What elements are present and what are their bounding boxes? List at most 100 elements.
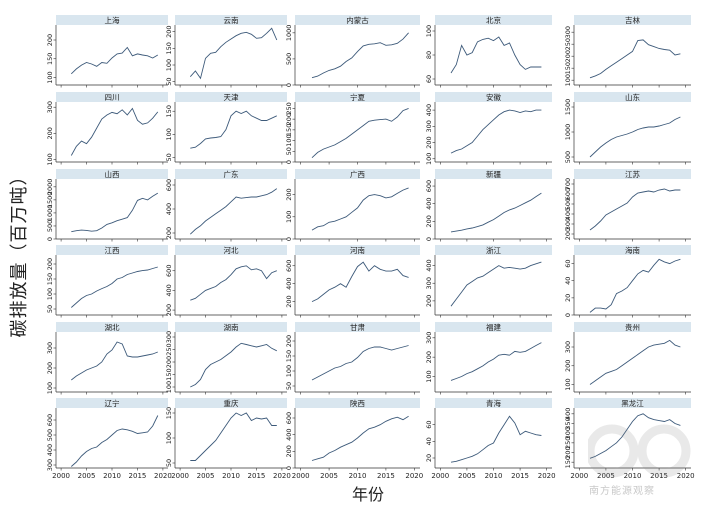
y-tick-label: 600 — [285, 412, 293, 424]
y-tick-label: 400 — [165, 284, 173, 296]
y-tick-label: 200 — [46, 258, 54, 270]
y-tick-label: 150 — [46, 273, 54, 285]
y-tick-label: 200 — [425, 295, 433, 307]
panel-海南: 海南 0 20 40 60 — [564, 245, 691, 318]
panel-title: 新疆 — [486, 169, 501, 179]
series-line — [450, 36, 542, 74]
y-tick-label: 150 — [165, 42, 173, 54]
series-line — [589, 39, 681, 79]
panel-header — [574, 92, 691, 102]
series-line — [450, 261, 542, 307]
y-tick-label: 350 — [564, 417, 572, 429]
series-line — [311, 187, 409, 231]
y-tick-label: 100 — [564, 74, 572, 86]
panel-title: 黑龙江 — [621, 398, 644, 408]
series-line — [190, 265, 277, 301]
panel-title: 北京 — [486, 15, 501, 25]
panel-title: 河南 — [350, 245, 365, 255]
panel-title: 广东 — [224, 169, 239, 179]
y-tick-label: 100 — [165, 381, 173, 393]
y-tick-label: 0 — [425, 237, 433, 241]
x-tick-label: 2005 — [78, 472, 96, 480]
y-axis-label: 碳排放量（百万吨） — [9, 166, 30, 338]
series-line — [589, 413, 681, 459]
y-tick-label: 200 — [165, 227, 173, 239]
y-tick-label: 150 — [564, 456, 572, 468]
series-line — [450, 109, 542, 154]
y-tick-label: 100 — [285, 134, 293, 146]
panel-江西: 江西 50 100 150 200 — [46, 245, 168, 318]
y-tick-label: 50 — [46, 305, 54, 313]
panel-内蒙古: 内蒙古 0 500 1000 — [285, 15, 420, 88]
series-line — [71, 192, 159, 233]
series-line — [71, 341, 158, 381]
y-tick-label: 250 — [285, 102, 293, 114]
panel-安徽: 安徽 100 200 300 400 — [425, 92, 552, 165]
series-line — [190, 342, 277, 388]
y-tick-label: 200 — [46, 127, 54, 139]
panel-title: 陕西 — [350, 398, 365, 408]
y-tick-label: 400 — [285, 277, 293, 289]
y-tick-label: 300 — [425, 277, 433, 289]
panel-title: 重庆 — [224, 398, 239, 408]
y-tick-label: 300 — [46, 101, 54, 113]
panel-header — [175, 15, 287, 25]
panel-header — [574, 169, 691, 179]
panel-header — [435, 169, 552, 179]
y-tick-label: 600 — [46, 414, 54, 426]
panel-title: 四川 — [105, 93, 120, 102]
y-tick-label: 20 — [425, 454, 433, 462]
series-line — [450, 192, 542, 233]
y-tick-label: 600 — [285, 260, 293, 272]
panel-浙江: 浙江 200 300 400 — [425, 245, 552, 318]
y-tick-label: 250 — [564, 38, 572, 50]
y-tick-label: 0 — [285, 160, 293, 164]
panel-header — [574, 15, 691, 25]
y-tick-label: 400 — [285, 428, 293, 440]
y-tick-label: 200 — [425, 351, 433, 363]
y-tick-label: 300 — [425, 332, 433, 344]
y-tick-label: 60 — [425, 421, 433, 429]
series-line — [189, 27, 278, 80]
panel-广西: 广西 0 100 200 — [285, 169, 420, 242]
y-tick-label: 400 — [46, 444, 54, 456]
panel-header — [574, 245, 691, 255]
y-tick-label: 150 — [165, 368, 173, 380]
y-tick-label: 60 — [425, 75, 433, 83]
y-tick-label: 80 — [425, 51, 433, 59]
y-tick-label: 2000 — [46, 179, 54, 196]
x-tick-label: 2000 — [570, 472, 588, 480]
y-tick-label: 150 — [165, 407, 173, 419]
y-tick-label: 50 — [165, 153, 173, 161]
panel-header — [295, 245, 420, 255]
x-tick-label: 2010 — [222, 472, 240, 480]
panel-header — [175, 322, 287, 332]
x-tick-label: 2005 — [458, 472, 476, 480]
y-tick-label: 50 — [165, 78, 173, 86]
y-tick-label: 600 — [165, 179, 173, 191]
y-tick-label: 100 — [425, 153, 433, 165]
x-axis-label: 年份 — [351, 485, 385, 504]
y-tick-label: 100 — [46, 153, 54, 165]
panel-header — [574, 322, 691, 332]
y-tick-label: 100 — [46, 288, 54, 300]
panel-header — [56, 169, 168, 179]
y-tick-label: 200 — [564, 446, 572, 458]
panel-header — [295, 322, 420, 332]
x-tick-label: 2020 — [538, 472, 556, 480]
x-tick-label: 2000 — [171, 472, 189, 480]
y-tick-label: 300 — [46, 342, 54, 354]
panel-title: 甘肃 — [350, 322, 365, 332]
series-line — [71, 266, 158, 308]
series-line — [311, 415, 409, 461]
y-tick-label: 200 — [46, 362, 54, 374]
panel-北京: 北京 60 80 100 — [425, 15, 552, 88]
y-tick-label: 400 — [165, 203, 173, 215]
y-tick-label: 60 — [564, 259, 572, 267]
series-line — [311, 32, 409, 79]
y-tick-label: 200 — [285, 335, 293, 347]
